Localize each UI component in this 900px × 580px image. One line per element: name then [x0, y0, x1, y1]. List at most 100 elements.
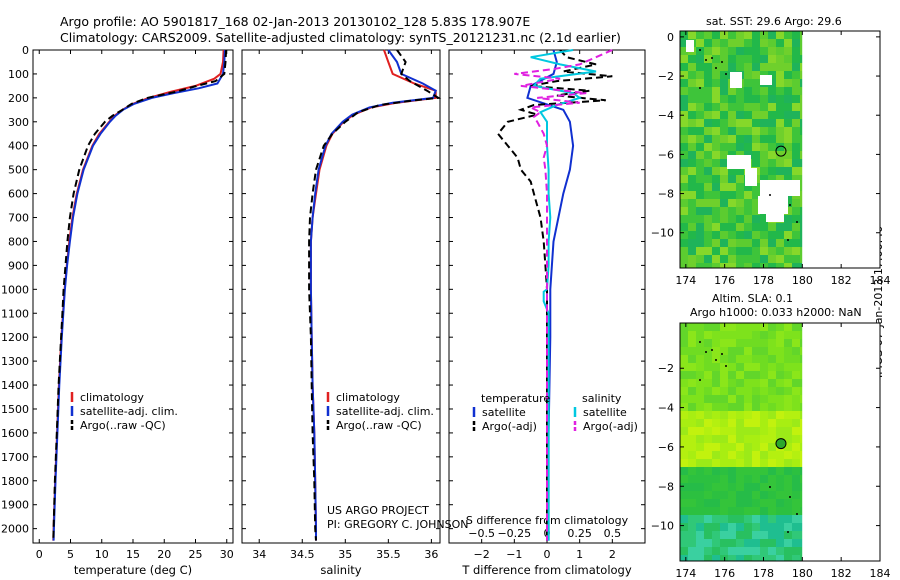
- depth-tick-label: 900: [8, 259, 29, 272]
- map-y-tick-label: −2: [658, 70, 674, 83]
- map-y-tick-label: −10: [651, 227, 674, 240]
- s-diff-tick-label: −0.25: [497, 527, 531, 540]
- cloud-gap: [727, 155, 751, 169]
- coast-dot: [699, 379, 701, 381]
- x-tick-label: 36: [424, 548, 438, 561]
- coast-dot: [699, 341, 701, 343]
- map-x-tick-label: 174: [675, 567, 696, 580]
- coast-dot: [796, 221, 798, 223]
- coast-dot: [715, 67, 717, 69]
- argo-location-marker-sst: [775, 145, 787, 157]
- panel-frame-temperature: [32, 49, 234, 544]
- cloud-gap: [745, 168, 757, 186]
- x-tick-label: 15: [126, 548, 140, 561]
- depth-tick-label: 2000: [1, 523, 29, 536]
- map-data-sla: [680, 323, 803, 561]
- map-y-tick-label: −2: [658, 362, 674, 375]
- argo-location-marker-sla: [775, 438, 787, 450]
- map-y-tick-label: −10: [651, 520, 674, 533]
- x-tick-label: 34: [252, 548, 266, 561]
- depth-tick-label: 600: [8, 188, 29, 201]
- x-tick-label: 25: [189, 548, 203, 561]
- depth-tick-label: 400: [8, 140, 29, 153]
- sla-map-title-line1: Altim. SLA: 0.1: [712, 292, 794, 305]
- depth-tick-label: 700: [8, 212, 29, 225]
- map-x-tick-label: 178: [753, 274, 774, 287]
- x-tick-label: 30: [220, 548, 234, 561]
- legend-label: Argo(-adj): [583, 420, 638, 433]
- map-y-tick-label: −4: [658, 109, 674, 122]
- legend-label: Argo(..raw -QC): [80, 419, 166, 432]
- x-tick-label: 5: [67, 548, 74, 561]
- s-diff-tick-label: 0.5: [604, 527, 622, 540]
- depth-tick-label: 1700: [1, 451, 29, 464]
- coast-dot: [796, 513, 798, 515]
- map-x-tick-label: 182: [831, 274, 852, 287]
- map-y-tick-label: −8: [658, 188, 674, 201]
- legend-heading-temperature: temperature: [481, 392, 550, 405]
- coast-dot: [715, 359, 717, 361]
- coast-dot: [787, 239, 789, 241]
- coast-dot: [789, 496, 791, 498]
- coast-dot: [699, 49, 701, 51]
- coast-dot: [769, 194, 771, 196]
- map-x-tick-label: 174: [675, 274, 696, 287]
- cloud-gap: [758, 196, 788, 214]
- series-differences-argo_salinity: [514, 49, 613, 541]
- map-data-sst: [680, 31, 803, 268]
- t-diff-tick-label: 1: [576, 548, 583, 561]
- t-diff-tick-label: −1: [506, 548, 522, 561]
- depth-tick-label: 1500: [1, 403, 29, 416]
- series-differences-argo: [496, 49, 613, 541]
- legend-label: Argo(..raw -QC): [336, 419, 422, 432]
- legend-label: Argo(-adj): [482, 420, 537, 433]
- map-y-tick-label: −4: [658, 402, 674, 415]
- depth-tick-label: 300: [8, 116, 29, 129]
- map-nodata-sla: [802, 323, 880, 561]
- map-x-tick-label: 180: [792, 567, 813, 580]
- coast-dot: [711, 57, 713, 59]
- coast-dot: [721, 353, 723, 355]
- depth-tick-label: 500: [8, 164, 29, 177]
- legend-label: climatology: [336, 391, 400, 404]
- coast-dot: [725, 365, 727, 367]
- series-temperature-argo: [52, 49, 228, 541]
- map-y-tick-label: −8: [658, 480, 674, 493]
- cloud-gap: [730, 72, 742, 88]
- project-annotation: US ARGO PROJECT: [327, 504, 429, 517]
- sla-map-title-line2: Argo h1000: 0.033 h2000: NaN: [690, 306, 862, 319]
- x-tick-label: 35.5: [376, 548, 401, 561]
- map-x-tick-label: 184: [870, 567, 891, 580]
- map-x-tick-label: 178: [753, 567, 774, 580]
- depth-tick-label: 800: [8, 235, 29, 248]
- depth-tick-label: 1400: [1, 379, 29, 392]
- map-y-tick-label: 0: [667, 31, 674, 44]
- coast-dot: [705, 351, 707, 353]
- legend-label: satellite-adj. clim.: [80, 405, 178, 418]
- coast-dot: [725, 73, 727, 75]
- depth-tick-label: 1900: [1, 499, 29, 512]
- map-nodata-sst: [802, 31, 880, 268]
- cloud-gap: [760, 180, 800, 196]
- map-x-tick-label: 184: [870, 274, 891, 287]
- legend-label: satellite: [482, 406, 526, 419]
- legend-heading-salinity: salinity: [582, 392, 622, 405]
- coast-dot: [769, 486, 771, 488]
- coast-dot: [787, 531, 789, 533]
- cloud-gap: [760, 75, 772, 85]
- coast-dot: [721, 61, 723, 63]
- map-y-tick-label: −6: [658, 148, 674, 161]
- x-axis-label-salinity: salinity: [320, 563, 361, 577]
- x-tick-label: 34.5: [290, 548, 315, 561]
- map-x-tick-label: 182: [831, 567, 852, 580]
- map-frame-sst: [679, 30, 881, 269]
- x-axis-label-temperature: temperature (deg C): [74, 563, 192, 577]
- legend-label: satellite: [583, 406, 627, 419]
- pi-annotation: PI: GREGORY C. JOHNSON: [327, 518, 468, 531]
- x-axis-label-differences: T difference from climatology: [461, 563, 632, 577]
- depth-tick-label: 1600: [1, 427, 29, 440]
- t-diff-tick-label: 0: [544, 548, 551, 561]
- depth-tick-label: 1000: [1, 283, 29, 296]
- t-diff-tick-label: −2: [474, 548, 490, 561]
